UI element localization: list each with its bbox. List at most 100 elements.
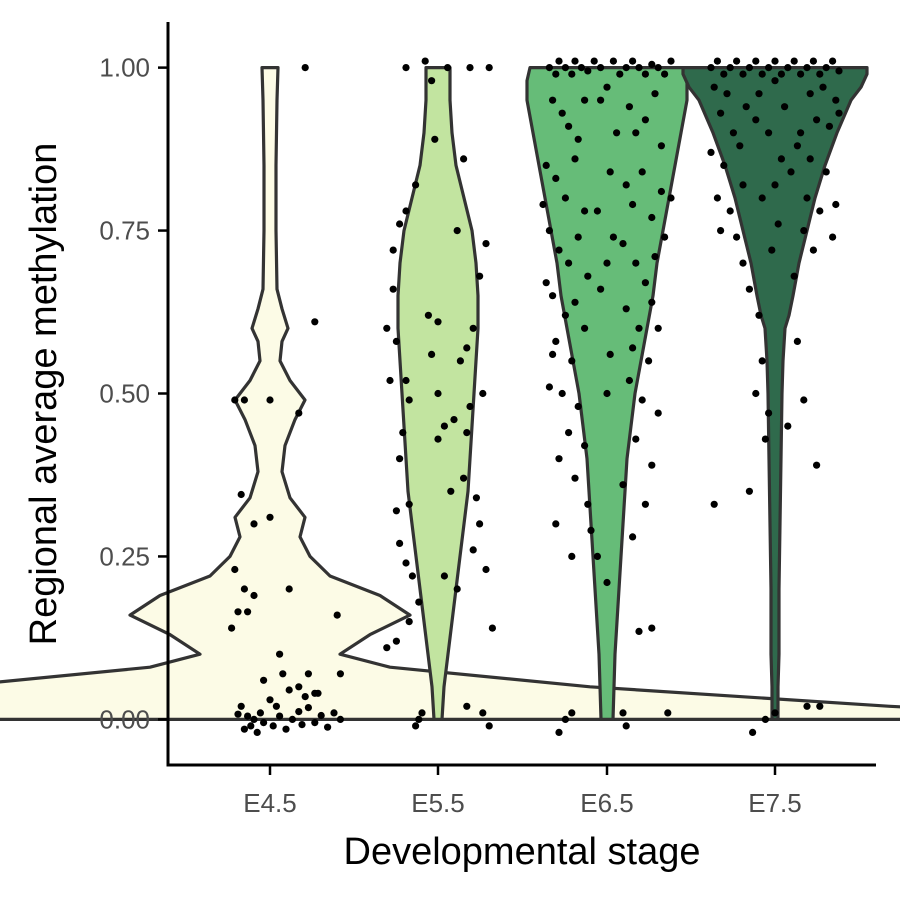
data-point — [301, 693, 309, 701]
data-point — [463, 429, 471, 437]
data-point — [809, 57, 818, 65]
data-point — [542, 161, 550, 169]
data-point — [758, 194, 766, 202]
data-point — [389, 285, 397, 293]
data-point — [545, 383, 554, 391]
data-point — [571, 474, 579, 482]
data-point — [253, 728, 261, 737]
data-point — [739, 259, 747, 267]
data-point — [405, 618, 413, 626]
data-point — [396, 455, 404, 463]
data-point — [434, 435, 442, 443]
data-point — [405, 396, 413, 404]
data-point — [755, 311, 763, 319]
data-point — [244, 712, 252, 720]
data-point — [661, 233, 669, 241]
data-point — [803, 64, 811, 72]
data-point — [466, 64, 474, 72]
data-point — [266, 696, 274, 704]
data-point — [733, 57, 741, 65]
data-point — [771, 709, 779, 717]
data-point — [396, 539, 404, 548]
data-point — [635, 627, 643, 636]
data-point — [276, 712, 284, 720]
x-axis-title: Developmental stage — [344, 831, 701, 873]
data-point — [571, 155, 579, 163]
data-point — [574, 135, 582, 143]
data-point — [295, 708, 303, 716]
data-point — [664, 709, 672, 717]
data-point — [777, 155, 786, 163]
data-point — [574, 402, 582, 411]
data-point — [710, 83, 718, 91]
data-point — [311, 689, 319, 697]
data-point — [720, 70, 728, 78]
data-point — [606, 168, 614, 176]
data-point — [771, 77, 779, 85]
y-axis-title: Regional average methylation — [23, 143, 65, 646]
data-point — [561, 194, 570, 202]
data-point — [549, 350, 557, 358]
violin-E4-5 — [0, 66, 900, 721]
data-point — [295, 409, 303, 417]
data-point — [304, 704, 312, 712]
data-point — [745, 64, 754, 72]
data-point — [405, 500, 413, 508]
data-point — [822, 168, 830, 176]
data-point — [485, 722, 493, 730]
data-point — [816, 70, 824, 78]
data-point — [657, 142, 666, 150]
data-point — [552, 520, 560, 528]
data-point — [577, 64, 586, 72]
data-point — [629, 57, 637, 65]
data-point — [434, 318, 442, 326]
x-tick-label: E7.5 — [748, 788, 802, 818]
data-point — [545, 227, 554, 235]
data-point — [806, 155, 814, 163]
data-point — [752, 57, 760, 65]
y-tick-label: 0.75 — [99, 216, 150, 246]
data-point — [552, 174, 560, 182]
data-point — [771, 181, 779, 189]
data-point — [638, 168, 646, 176]
x-tick-label: E4.5 — [243, 788, 297, 818]
data-point — [285, 585, 293, 593]
data-point — [635, 64, 643, 72]
data-point — [463, 702, 471, 710]
data-point — [809, 246, 818, 254]
data-point — [421, 57, 429, 65]
data-point — [829, 57, 837, 65]
data-point — [240, 725, 248, 733]
data-point — [800, 396, 808, 404]
data-point — [616, 70, 624, 78]
data-point — [648, 298, 656, 306]
data-point — [568, 357, 576, 365]
data-point — [648, 624, 656, 632]
data-point — [793, 337, 802, 345]
data-point — [629, 533, 637, 541]
data-point — [555, 246, 563, 254]
data-point — [482, 240, 490, 248]
data-point — [641, 70, 650, 78]
data-point — [250, 715, 258, 724]
data-point — [542, 279, 550, 287]
data-point — [295, 683, 303, 691]
data-point — [593, 207, 602, 215]
y-tick-label: 0.00 — [99, 704, 150, 734]
data-point — [632, 129, 640, 137]
data-point — [389, 246, 397, 254]
data-point — [790, 57, 798, 65]
data-point — [555, 728, 563, 737]
data-point — [418, 709, 426, 717]
data-point — [613, 129, 621, 137]
data-point — [774, 220, 782, 228]
data-point — [539, 200, 547, 209]
data-point — [797, 129, 805, 137]
data-point — [555, 57, 563, 65]
data-point — [260, 676, 268, 684]
data-point — [269, 722, 277, 730]
data-point — [279, 670, 287, 678]
data-point — [793, 142, 802, 150]
data-point — [581, 324, 589, 332]
data-point — [447, 487, 455, 495]
